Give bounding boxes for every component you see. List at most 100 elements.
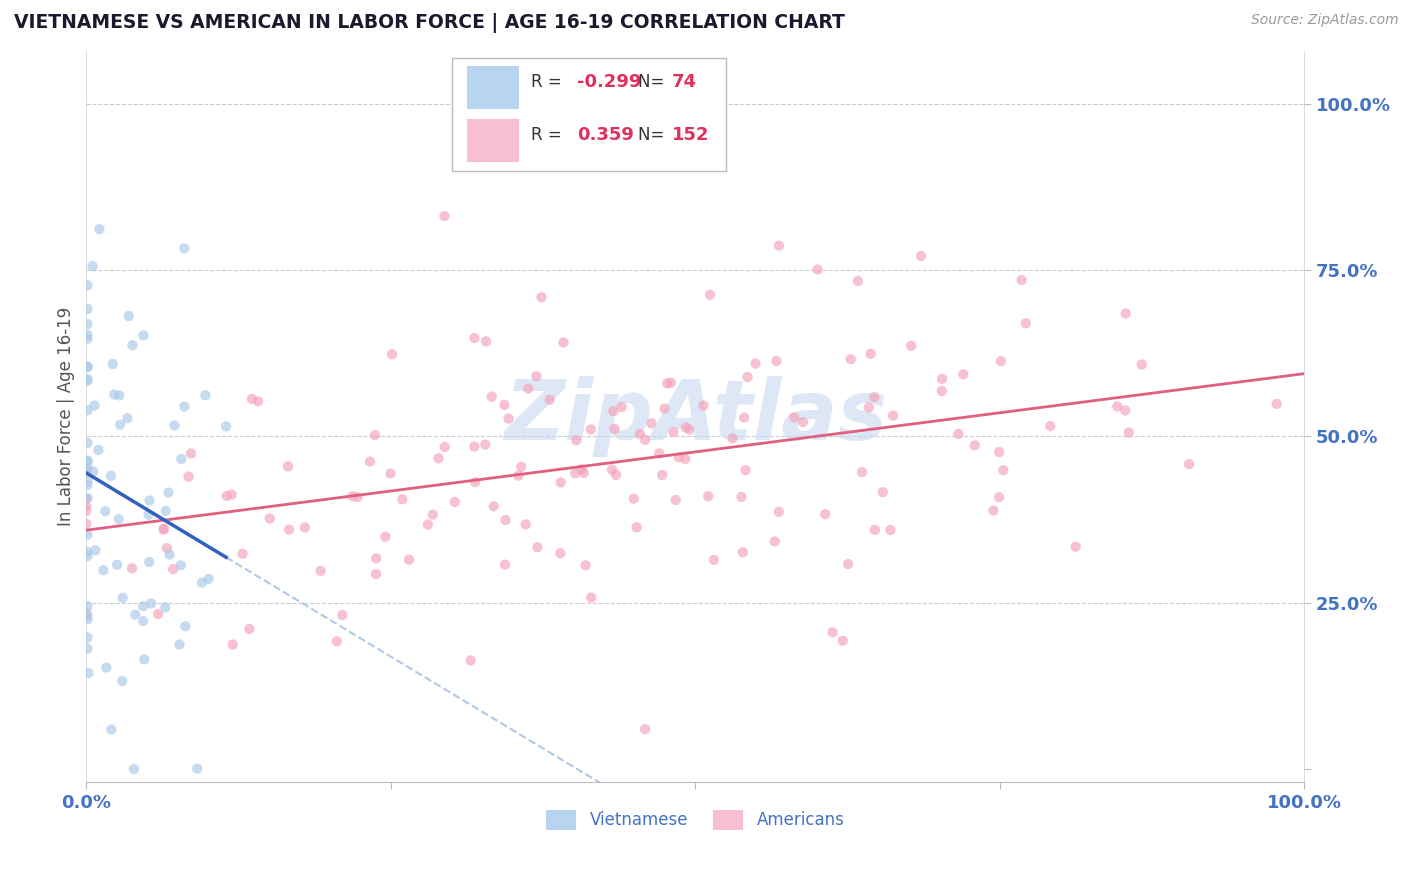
- Point: [132, 614, 155, 628]
- Point: [215, 419, 238, 434]
- Point: [82, 465, 104, 479]
- Point: [433, 440, 456, 454]
- Point: [155, 600, 177, 615]
- Point: [76, 491, 98, 505]
- Point: [75, 516, 97, 531]
- Point: [1114, 403, 1136, 417]
- Point: [634, 433, 657, 447]
- Point: [118, 309, 141, 323]
- Point: [628, 427, 651, 442]
- Point: [76, 545, 98, 559]
- Point: [427, 451, 450, 466]
- Point: [76, 612, 98, 626]
- Point: [623, 491, 645, 506]
- Point: [155, 504, 177, 518]
- Point: [821, 625, 844, 640]
- Point: [668, 450, 690, 465]
- Point: [575, 558, 598, 573]
- Point: [76, 372, 98, 386]
- Point: [494, 558, 516, 572]
- Point: [900, 339, 922, 353]
- Point: [76, 359, 98, 374]
- Point: [146, 607, 169, 621]
- Point: [277, 459, 299, 474]
- Point: [138, 508, 160, 522]
- Point: [526, 540, 548, 554]
- Point: [173, 241, 195, 255]
- Point: [579, 422, 602, 436]
- Point: [342, 489, 364, 503]
- Point: [657, 376, 679, 391]
- Point: [640, 417, 662, 431]
- Text: 152: 152: [672, 126, 710, 144]
- Point: [170, 558, 193, 573]
- Point: [863, 523, 886, 537]
- Point: [398, 552, 420, 566]
- Point: [626, 520, 648, 534]
- Point: [602, 404, 624, 418]
- Point: [768, 238, 790, 252]
- Point: [76, 301, 98, 316]
- Point: [963, 438, 986, 452]
- Point: [659, 376, 682, 390]
- Point: [121, 561, 143, 575]
- FancyBboxPatch shape: [467, 66, 519, 109]
- Point: [851, 465, 873, 479]
- Point: [494, 398, 516, 412]
- Point: [806, 262, 828, 277]
- Point: [159, 548, 181, 562]
- Point: [858, 401, 880, 415]
- Point: [654, 401, 676, 416]
- Point: [156, 541, 179, 556]
- Point: [83, 399, 105, 413]
- Point: [603, 422, 626, 436]
- Text: N=: N=: [638, 73, 669, 91]
- Point: [76, 474, 98, 488]
- Point: [731, 545, 754, 559]
- Legend: Vietnamese, Americans: Vietnamese, Americans: [540, 804, 851, 836]
- Point: [422, 508, 444, 522]
- Point: [863, 390, 886, 404]
- Point: [100, 723, 122, 737]
- Point: [517, 382, 540, 396]
- Point: [76, 360, 98, 375]
- Point: [309, 564, 332, 578]
- Point: [879, 523, 901, 537]
- Point: [138, 555, 160, 569]
- Point: [380, 467, 402, 481]
- Point: [931, 372, 953, 386]
- Y-axis label: In Labor Force | Age 16-19: In Labor Force | Age 16-19: [58, 307, 75, 526]
- Point: [768, 505, 790, 519]
- Point: [1039, 419, 1062, 434]
- Point: [186, 762, 208, 776]
- Point: [152, 523, 174, 537]
- Point: [882, 409, 904, 423]
- Point: [550, 546, 572, 560]
- Point: [173, 400, 195, 414]
- Point: [837, 557, 859, 571]
- Point: [170, 452, 193, 467]
- Point: [474, 437, 496, 451]
- Point: [364, 567, 387, 582]
- FancyBboxPatch shape: [467, 119, 519, 162]
- Text: 74: 74: [672, 73, 697, 91]
- Point: [416, 517, 439, 532]
- Point: [169, 638, 191, 652]
- Point: [222, 638, 245, 652]
- Point: [105, 558, 128, 572]
- Point: [132, 328, 155, 343]
- Point: [510, 459, 533, 474]
- Point: [814, 508, 837, 522]
- Point: [76, 599, 98, 613]
- Point: [76, 403, 98, 417]
- Point: [703, 553, 725, 567]
- Point: [76, 317, 98, 331]
- Point: [364, 428, 387, 442]
- Point: [366, 551, 388, 566]
- Point: [215, 489, 238, 503]
- Point: [910, 249, 932, 263]
- Text: R =: R =: [531, 126, 567, 144]
- Text: R =: R =: [531, 73, 567, 91]
- Point: [792, 415, 814, 429]
- Point: [744, 357, 766, 371]
